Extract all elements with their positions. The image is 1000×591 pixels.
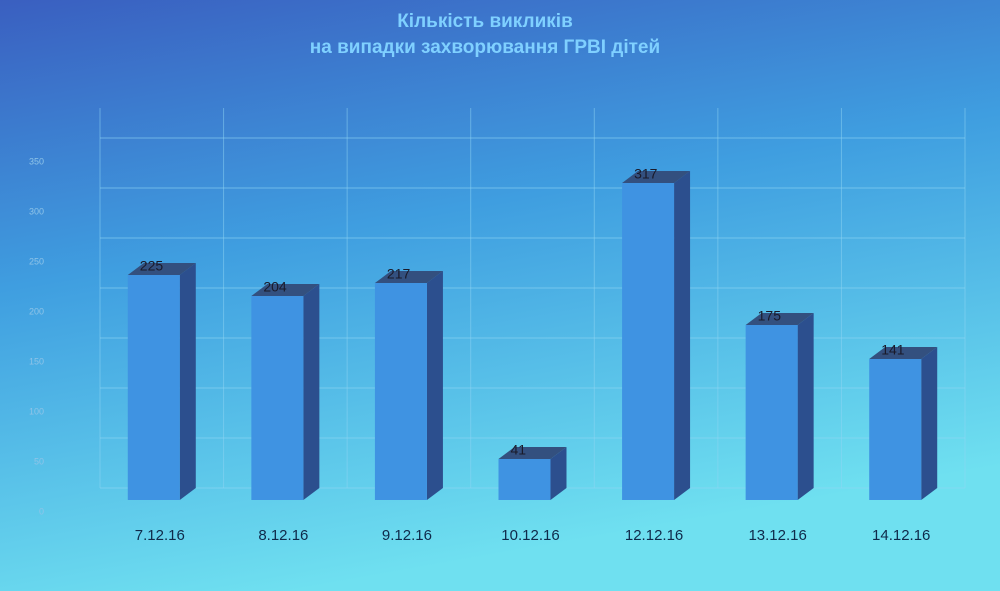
bar-front xyxy=(622,183,675,500)
y-tick-label: 0 xyxy=(39,506,44,516)
bar-top xyxy=(622,171,691,183)
bar-top xyxy=(374,271,443,283)
value-label: 141 xyxy=(881,342,905,358)
bar-front xyxy=(869,359,922,500)
bar-front xyxy=(127,275,180,500)
bar xyxy=(374,271,443,500)
bar-side xyxy=(550,447,567,500)
bar xyxy=(622,171,691,500)
y-tick-label: 200 xyxy=(29,306,44,316)
value-label: 175 xyxy=(758,308,782,324)
bar-front xyxy=(251,296,304,500)
bar xyxy=(251,284,320,500)
bar xyxy=(127,263,196,500)
value-label: 204 xyxy=(263,279,287,295)
bar-top xyxy=(498,447,567,459)
bar-side xyxy=(179,263,196,500)
bar-top xyxy=(251,284,320,296)
bar xyxy=(745,313,814,500)
value-label: 317 xyxy=(634,166,658,182)
bar-top xyxy=(745,313,814,325)
x-tick-label: 8.12.16 xyxy=(258,527,308,544)
y-tick-label: 50 xyxy=(34,456,44,466)
x-tick-label: 10.12.16 xyxy=(501,527,559,544)
value-label: 225 xyxy=(140,258,164,274)
bar-front xyxy=(498,459,551,500)
x-tick-label: 12.12.16 xyxy=(625,527,683,544)
x-tick-label: 7.12.16 xyxy=(135,527,185,544)
y-tick-label: 350 xyxy=(29,156,44,166)
bar-top xyxy=(127,263,196,275)
bar-side xyxy=(797,313,814,500)
bar-front xyxy=(745,325,798,500)
x-tick-label: 14.12.16 xyxy=(872,527,930,544)
y-tick-label: 100 xyxy=(29,406,44,416)
bar xyxy=(869,347,938,500)
y-tick-label: 250 xyxy=(29,256,44,266)
chart-subtitle: на випадки захворювання ГРВІ дітей xyxy=(310,37,660,58)
bar-side xyxy=(674,171,691,500)
x-tick-label: 9.12.16 xyxy=(382,527,432,544)
bar-top xyxy=(869,347,938,359)
y-tick-label: 150 xyxy=(29,356,44,366)
bar-side xyxy=(303,284,320,500)
bar xyxy=(498,447,567,500)
bar-side xyxy=(426,271,443,500)
value-label: 217 xyxy=(387,266,411,282)
bar-side xyxy=(921,347,938,500)
bar-front xyxy=(374,283,427,500)
x-tick-label: 13.12.16 xyxy=(748,527,806,544)
value-label: 41 xyxy=(511,442,527,458)
y-tick-label: 300 xyxy=(29,206,44,216)
chart-title: Кількість викликів xyxy=(397,11,573,32)
